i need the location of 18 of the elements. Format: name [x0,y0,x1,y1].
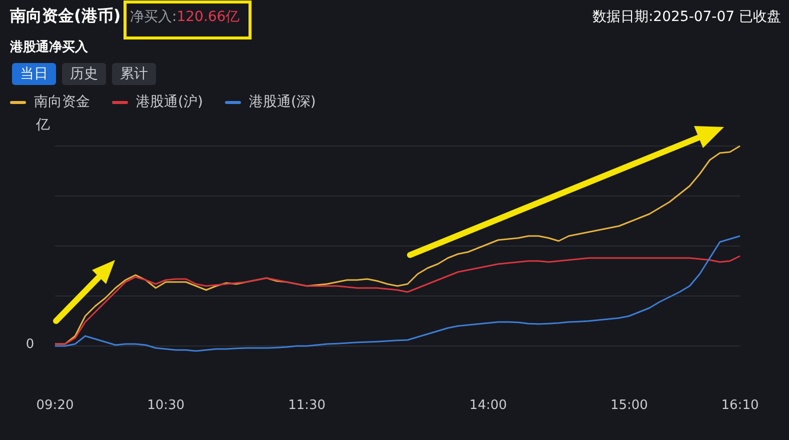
chart-subtitle: 港股通净买入 [10,38,88,56]
x-tick-label: 10:30 [147,398,185,414]
x-tick-label: 14:00 [469,398,507,414]
text: 数据日期:2025-07-07 已收盘 [592,8,781,26]
text: 当日 [12,63,56,85]
text: 净买入:120.66亿 [130,8,240,26]
x-tick-label: 15:00 [610,398,648,414]
x-tick-label: 11:30 [288,398,326,414]
legend-label: 港股通(深) [248,93,316,111]
x-tick-label: 16:10 [721,398,759,414]
y-axis-title: 亿 [36,116,50,134]
legend-label: 南向资金 [34,93,90,111]
text: 历史 [62,63,106,85]
chart-title: 南向资金(港币) [10,6,121,27]
text: 累计 [112,63,156,85]
x-tick-label: 09:20 [36,398,74,414]
legend-label: 港股通(沪) [136,93,203,111]
text: 0 [24,337,36,352]
